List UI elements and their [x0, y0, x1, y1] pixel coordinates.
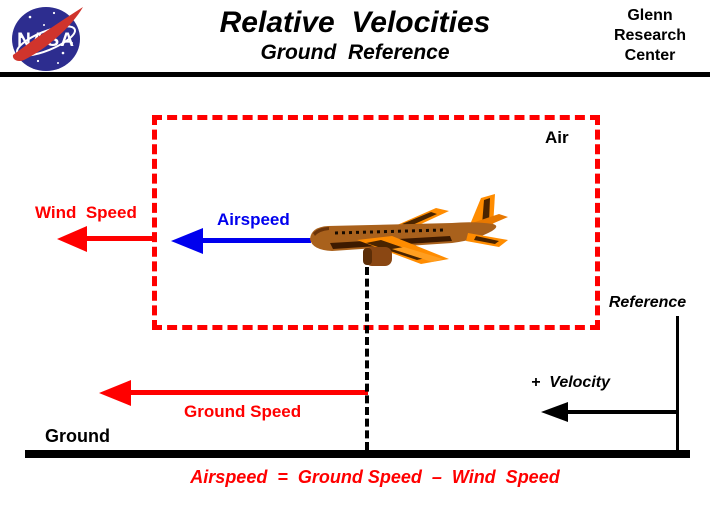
- reference-label: Reference: [608, 294, 687, 311]
- page-title: Relative Velocities: [219, 6, 491, 39]
- nasa-logo-icon: NASA: [8, 3, 84, 73]
- org-name: Glenn Research Center: [595, 6, 705, 66]
- ground-speed-arrowhead-icon: [99, 380, 131, 406]
- airspeed-arrowhead-icon: [171, 228, 203, 254]
- air-reference-box: [152, 115, 600, 330]
- velocity-arrow-line: [565, 410, 678, 414]
- ground-line: [25, 450, 690, 458]
- wind-speed-label: Wind Speed: [35, 203, 137, 222]
- velocity-formula: Airspeed = Ground Speed – Wind Speed: [190, 467, 560, 487]
- wind-speed-arrowhead-icon: [57, 226, 87, 252]
- airplane-illustration: [302, 193, 512, 278]
- velocity-arrowhead-icon: [541, 402, 568, 422]
- ground-speed-label: Ground Speed: [184, 402, 302, 421]
- page-subtitle: Ground Reference: [260, 41, 450, 64]
- ground-speed-arrow-line: [129, 390, 368, 395]
- plane-position-dashed-line: [365, 267, 369, 450]
- ground-label: Ground: [45, 426, 110, 446]
- header-divider: [0, 72, 710, 77]
- positive-velocity-label: + Velocity: [531, 374, 610, 391]
- airspeed-label: Airspeed: [217, 210, 290, 229]
- org-line-1: Glenn: [627, 7, 673, 24]
- airplane-icon: [310, 194, 508, 266]
- airspeed-arrow-line: [201, 238, 311, 243]
- reference-line: [676, 316, 679, 452]
- org-line-2: Research: [613, 27, 687, 44]
- wind-speed-arrow-line: [85, 236, 152, 241]
- org-line-3: Center: [624, 47, 676, 64]
- nasa-logo-svg: NASA: [12, 7, 84, 71]
- air-label: Air: [545, 128, 569, 147]
